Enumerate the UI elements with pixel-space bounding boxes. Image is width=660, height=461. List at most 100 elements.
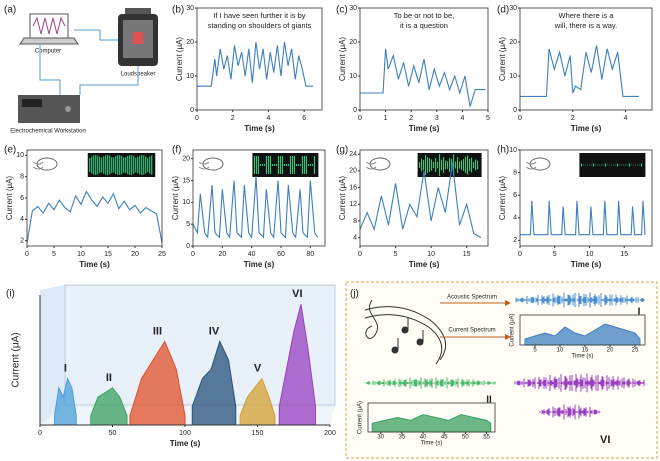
plot-frame (519, 149, 653, 247)
y-axis-label: Current (μA) (11, 332, 22, 387)
y-axis-label: Current (μA) (498, 176, 507, 221)
current-line (359, 162, 482, 239)
y-tick-label: 0 (353, 107, 357, 114)
x-tick-label: 40 (420, 435, 427, 441)
y-tick-label: 8 (20, 174, 24, 181)
x-tick-label: 60 (277, 251, 285, 258)
x-tick-label: 40 (248, 251, 256, 258)
y-tick-label: 5 (186, 221, 190, 228)
workstation-label: Electrochemical Workstation (10, 129, 86, 135)
x-tick-label: 10 (77, 251, 85, 258)
y-tick-label: 10 (16, 152, 24, 159)
x-tick-label: 2 (231, 115, 235, 122)
x-axis-label: Time (s) (409, 124, 440, 133)
y-axis-label: Current (μA) (338, 37, 347, 82)
y-axis-label: Current (μA) (175, 37, 184, 82)
x-tick-label: 6 (302, 115, 306, 122)
x-axis-label: Time (s) (244, 260, 275, 269)
series-label: V (254, 362, 262, 374)
y-tick-label: 10 (509, 147, 517, 154)
x-tick-label: 100 (179, 430, 191, 437)
y-tick-label: 2 (20, 238, 24, 245)
x-axis-label: Time (s) (571, 124, 602, 133)
x-tick-label: 150 (252, 430, 264, 437)
x-tick-label: 5 (533, 348, 537, 354)
y-tick-label: 8 (513, 169, 517, 176)
plot-frame (359, 149, 489, 247)
annotation: If I have seen further it is by (213, 11, 305, 20)
x-tick-label: 0 (25, 251, 29, 258)
arrow-head (505, 300, 511, 306)
waveform (364, 377, 496, 389)
y-tick-label: 20 (186, 39, 194, 46)
current-area (524, 323, 641, 346)
panel-label: (g) (336, 145, 348, 156)
y-tick-label: 2 (513, 237, 517, 244)
spectrogram-thumb (579, 153, 646, 177)
y-tick-label: 10 (182, 199, 190, 206)
x-tick-label: 15 (620, 251, 628, 258)
annotation: will, there is a way. (554, 21, 617, 30)
y-tick-label: 4 (20, 216, 24, 223)
waveform (514, 292, 646, 308)
y-tick-label: 10 (349, 73, 357, 80)
sound-source-icon (525, 161, 537, 170)
y-tick-label: 0 (513, 107, 517, 114)
sound-icon (525, 153, 646, 177)
sound-icon (32, 153, 156, 177)
series-label: III (153, 325, 162, 337)
y-axis-label: Current (μA) (498, 37, 507, 82)
plot-frame (192, 149, 326, 247)
x-axis-label: Time (s) (170, 439, 201, 448)
plot-frame (519, 7, 653, 111)
annotation: Where there is a (558, 11, 614, 20)
current-line (192, 176, 319, 239)
y-tick-label: 30 (509, 5, 517, 12)
y-tick-label: 20 (349, 39, 357, 46)
current-line (520, 45, 639, 97)
x-tick-label: 0 (358, 251, 362, 258)
x-tick-label: 5 (553, 251, 557, 258)
x-tick-label: 10 (586, 251, 594, 258)
y-tick-label: 0 (186, 243, 190, 250)
y-tick-label: 20 (509, 39, 517, 46)
x-axis-label: Time (s) (244, 124, 275, 133)
x-axis-label: Time (s) (79, 260, 110, 269)
plot-frame (367, 402, 496, 433)
current-line (26, 190, 163, 243)
x-tick-label: 4 (624, 115, 628, 122)
x-tick-label: 45 (441, 435, 448, 441)
roman-label: VI (600, 434, 610, 446)
plot-frame (196, 7, 323, 111)
y-tick-label: 12 (349, 201, 357, 208)
series-label: II (106, 372, 112, 384)
y-axis-label: Current (μA) (171, 176, 180, 221)
x-tick-label: 200 (324, 430, 336, 437)
computer-icon (19, 13, 79, 45)
y-tick-label: 30 (349, 5, 357, 12)
y-axis-label: Current (μA) (5, 176, 14, 221)
x-tick-label: 15 (104, 251, 112, 258)
panel-label: (e) (4, 145, 16, 156)
panel-label: (c) (336, 5, 348, 16)
panel-label: (i) (6, 289, 15, 300)
x-tick-label: 4 (460, 115, 464, 122)
series-label: VI (292, 288, 302, 300)
spectrogram-thumb (252, 153, 319, 177)
y-tick-label: 30 (186, 5, 194, 12)
acoustic-waves (364, 292, 646, 420)
x-tick-label: 25 (158, 251, 166, 258)
x-tick-label: 80 (306, 251, 314, 258)
current-line (520, 200, 646, 236)
panel-label: (f) (172, 145, 181, 156)
loudspeaker-icon (118, 8, 158, 66)
x-tick-label: 50 (462, 435, 469, 441)
current-spectrum-label: Current Spectrum (448, 328, 495, 334)
wire (74, 29, 118, 41)
sound-icon (365, 153, 482, 177)
x-tick-label: 50 (109, 430, 117, 437)
x-tick-label: 0 (518, 115, 522, 122)
series-label: II (486, 395, 492, 406)
